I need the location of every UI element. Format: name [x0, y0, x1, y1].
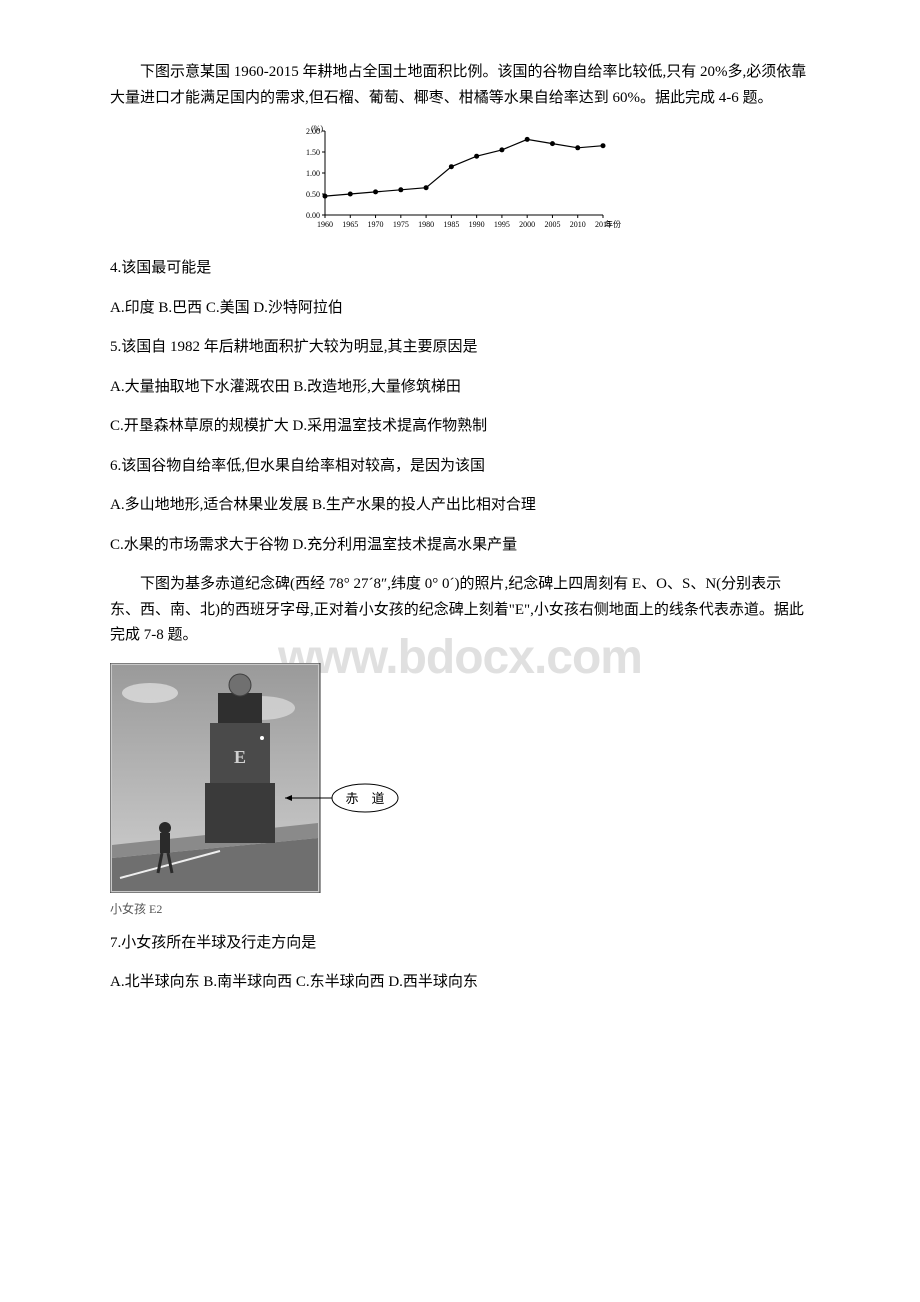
line-chart-container: 0.000.501.001.502.0019601965197019751980… — [110, 123, 810, 238]
svg-text:2000: 2000 — [519, 220, 535, 229]
q5-options-ab: A.大量抽取地下水灌溉农田 B.改造地形,大量修筑梯田 — [110, 375, 810, 401]
svg-text:1995: 1995 — [494, 220, 510, 229]
q4-stem: 4.该国最可能是 — [110, 256, 810, 282]
svg-text:1970: 1970 — [368, 220, 384, 229]
svg-text:2005: 2005 — [544, 220, 560, 229]
svg-text:1960: 1960 — [317, 220, 333, 229]
svg-text:1975: 1975 — [393, 220, 409, 229]
photo-caption: 小女孩 E2 — [110, 900, 810, 917]
q5-stem: 5.该国自 1982 年后耕地面积扩大较为明显,其主要原因是 — [110, 335, 810, 361]
q5-options-cd: C.开垦森林草原的规模扩大 D.采用温室技术提高作物熟制 — [110, 414, 810, 440]
svg-text:2010: 2010 — [570, 220, 586, 229]
svg-text:1965: 1965 — [342, 220, 358, 229]
q6-options-cd: C.水果的市场需求大于谷物 D.充分利用温室技术提高水果产量 — [110, 533, 810, 559]
svg-text:年份: 年份 — [605, 219, 621, 229]
farmland-percentage-chart: 0.000.501.001.502.0019601965197019751980… — [295, 123, 625, 233]
monument-photo-container: E 赤 道 小女孩 E2 — [110, 663, 810, 917]
intro-paragraph: 下图示意某国 1960-2015 年耕地占全国土地面积比例。该国的谷物自给率比较… — [110, 60, 810, 111]
q4-options: A.印度 B.巴西 C.美国 D.沙特阿拉伯 — [110, 296, 810, 322]
svg-text:0.50: 0.50 — [306, 190, 320, 199]
svg-text:1980: 1980 — [418, 220, 434, 229]
svg-text:1.50: 1.50 — [306, 148, 320, 157]
photo-paragraph: 下图为基多赤道纪念碑(西经 78° 27´8″,纬度 0° 0´)的照片,纪念碑… — [110, 572, 810, 649]
equator-monument-photo: E 赤 道 — [110, 663, 400, 893]
svg-text:(%): (%) — [311, 124, 323, 133]
q7-options: A.北半球向东 B.南半球向西 C.东半球向西 D.西半球向东 — [110, 970, 810, 996]
svg-text:0.00: 0.00 — [306, 211, 320, 220]
svg-text:1.00: 1.00 — [306, 169, 320, 178]
svg-text:E: E — [234, 747, 246, 767]
svg-text:赤 道: 赤 道 — [345, 791, 384, 806]
page-content: 下图示意某国 1960-2015 年耕地占全国土地面积比例。该国的谷物自给率比较… — [110, 60, 810, 996]
svg-text:1985: 1985 — [443, 220, 459, 229]
q6-stem: 6.该国谷物自给率低,但水果自给率相对较高，是因为该国 — [110, 454, 810, 480]
svg-text:1990: 1990 — [469, 220, 485, 229]
q7-stem: 7.小女孩所在半球及行走方向是 — [110, 931, 810, 957]
q6-options-ab: A.多山地地形,适合林果业发展 B.生产水果的投人产出比相对合理 — [110, 493, 810, 519]
